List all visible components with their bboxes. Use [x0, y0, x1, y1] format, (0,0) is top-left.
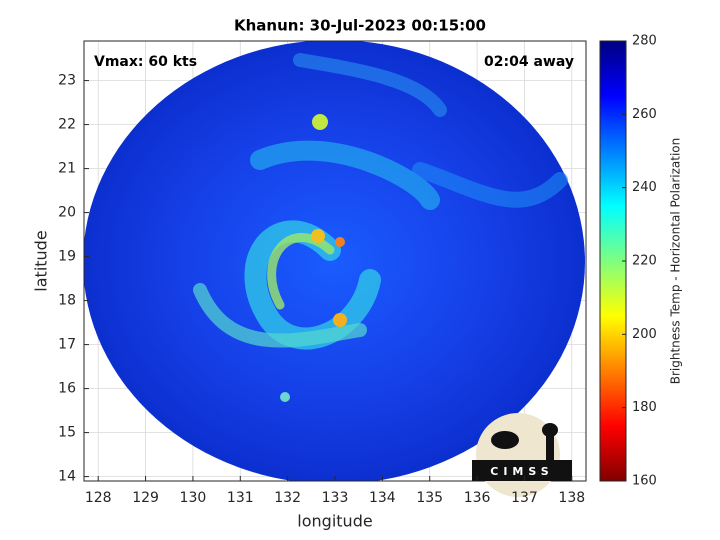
- colorbar-tick-label: 160: [632, 474, 657, 489]
- colorbar-tick-label: 180: [632, 400, 657, 415]
- x-tick-label: 128: [85, 490, 112, 506]
- logo: CIMSS: [472, 413, 572, 497]
- y-axis-label: latitude: [32, 230, 51, 291]
- y-tick-label: 18: [58, 293, 76, 309]
- colorbar-tick-label: 240: [632, 180, 657, 195]
- x-tick-label: 130: [180, 490, 207, 506]
- colorbar-tick-label: 200: [632, 327, 657, 342]
- colorbar-label: Brightness Temp - Horizontal Polarizatio…: [669, 138, 683, 385]
- annotation: Vmax: 60 kts: [94, 54, 197, 70]
- y-tick-label: 16: [58, 381, 76, 397]
- y-tick-label: 19: [58, 249, 76, 265]
- x-tick-label: 138: [558, 490, 585, 506]
- y-tick-label: 21: [58, 161, 76, 177]
- annotation: 02:04 away: [484, 54, 574, 70]
- y-tick-label: 14: [58, 469, 76, 485]
- y-tick-label: 17: [58, 337, 76, 353]
- x-tick-label: 135: [416, 490, 443, 506]
- colorbar-tick-label: 260: [632, 107, 657, 122]
- y-tick-label: 15: [58, 425, 76, 441]
- y-tick-label: 20: [58, 205, 76, 221]
- brightness-field: [84, 41, 585, 481]
- x-tick-label: 133: [322, 490, 349, 506]
- x-tick-label: 131: [227, 490, 254, 506]
- colorbar-tick-label: 280: [632, 34, 657, 49]
- colorbar-tick-label: 220: [632, 254, 657, 269]
- chart-title: Khanun: 30-Jul-2023 00:15:00: [234, 17, 486, 35]
- x-axis-label: longitude: [297, 512, 372, 531]
- y-tick-label: 23: [58, 73, 76, 89]
- y-tick-label: 22: [58, 117, 76, 133]
- x-tick-label: 129: [132, 490, 159, 506]
- x-tick-label: 134: [369, 490, 396, 506]
- x-tick-label: 136: [464, 490, 491, 506]
- colorbar: [599, 40, 627, 482]
- logo-text: CIMSS: [490, 465, 553, 478]
- x-tick-label: 132: [274, 490, 301, 506]
- x-tick-label: 137: [511, 490, 538, 506]
